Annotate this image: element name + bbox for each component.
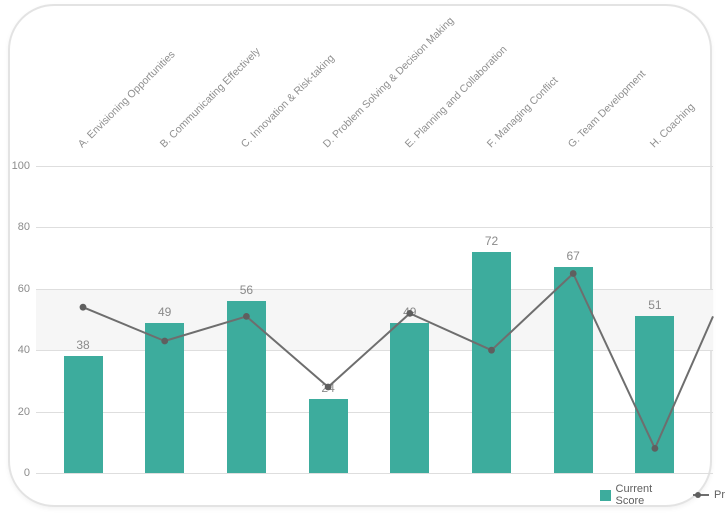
bar-current-score <box>226 301 266 473</box>
bar-current-score <box>308 399 348 473</box>
bar-value-label: 72 <box>484 233 499 248</box>
y-axis-tick-label: 0 <box>23 467 30 479</box>
category-label: D. Problem Solving & Decision Making <box>320 14 457 151</box>
bar-current-score <box>635 316 675 473</box>
bar-value-label: 49 <box>158 304 172 319</box>
bar-value-label: 49 <box>403 304 417 319</box>
grid-line <box>36 288 713 290</box>
category-label: G. Team Development <box>565 68 649 151</box>
bar-value-label: 24 <box>321 381 335 396</box>
legend-label-previous-score: Pr <box>714 489 725 501</box>
bar-current-score <box>472 251 511 473</box>
bar-value-label: 56 <box>239 283 254 298</box>
grid-line <box>36 350 713 352</box>
y-axis-tick-label: 20 <box>17 405 30 418</box>
reference-band <box>36 288 713 351</box>
category-label: F. Managing Conflict <box>484 74 561 151</box>
bar-current-score <box>553 267 593 473</box>
y-axis-tick-label: 80 <box>17 221 30 234</box>
legend-item-current-score[interactable]: Current Score <box>600 483 671 507</box>
legend-label-current-score: Current Score <box>615 483 653 507</box>
y-axis-tick-label: 100 <box>11 160 30 172</box>
legend-item-previous-score[interactable]: Pr <box>693 489 725 501</box>
y-axis-tick-label: 60 <box>17 282 30 295</box>
y-axis-tick-label: 40 <box>17 344 30 357</box>
legend-swatch-current-score-icon <box>600 489 611 501</box>
grid-line <box>36 411 713 413</box>
grid-line <box>36 166 713 167</box>
bar-value-label: 38 <box>76 338 90 353</box>
grid-line <box>36 227 713 229</box>
category-label: H. Coaching <box>647 100 698 151</box>
bar-value-label: 51 <box>648 298 662 313</box>
grid-line <box>36 473 713 474</box>
bar-value-label: 67 <box>566 249 580 264</box>
bar-current-score <box>63 356 103 473</box>
bar-current-score <box>145 322 185 473</box>
bar-current-score <box>390 322 430 473</box>
category-label: C. Innovation & Risk-taking <box>239 52 338 151</box>
legend: Current Score Pr <box>600 483 725 507</box>
legend-line-marker-icon <box>693 490 709 500</box>
